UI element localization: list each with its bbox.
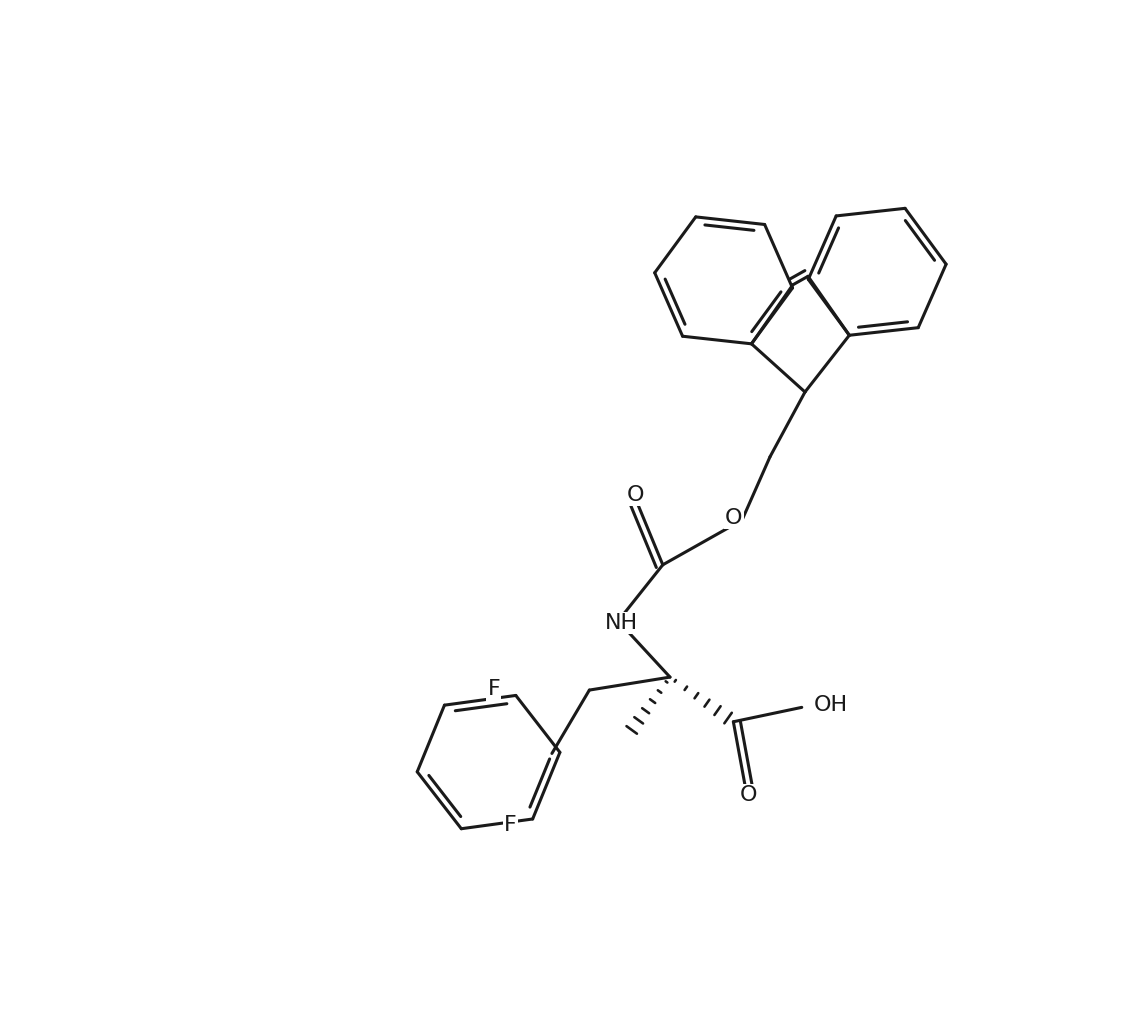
Text: F: F bbox=[487, 680, 501, 699]
Text: O: O bbox=[725, 508, 743, 528]
Text: O: O bbox=[740, 785, 757, 805]
Text: O: O bbox=[627, 484, 644, 505]
Text: NH: NH bbox=[604, 613, 637, 633]
Text: F: F bbox=[504, 815, 517, 835]
Text: OH: OH bbox=[814, 695, 848, 715]
